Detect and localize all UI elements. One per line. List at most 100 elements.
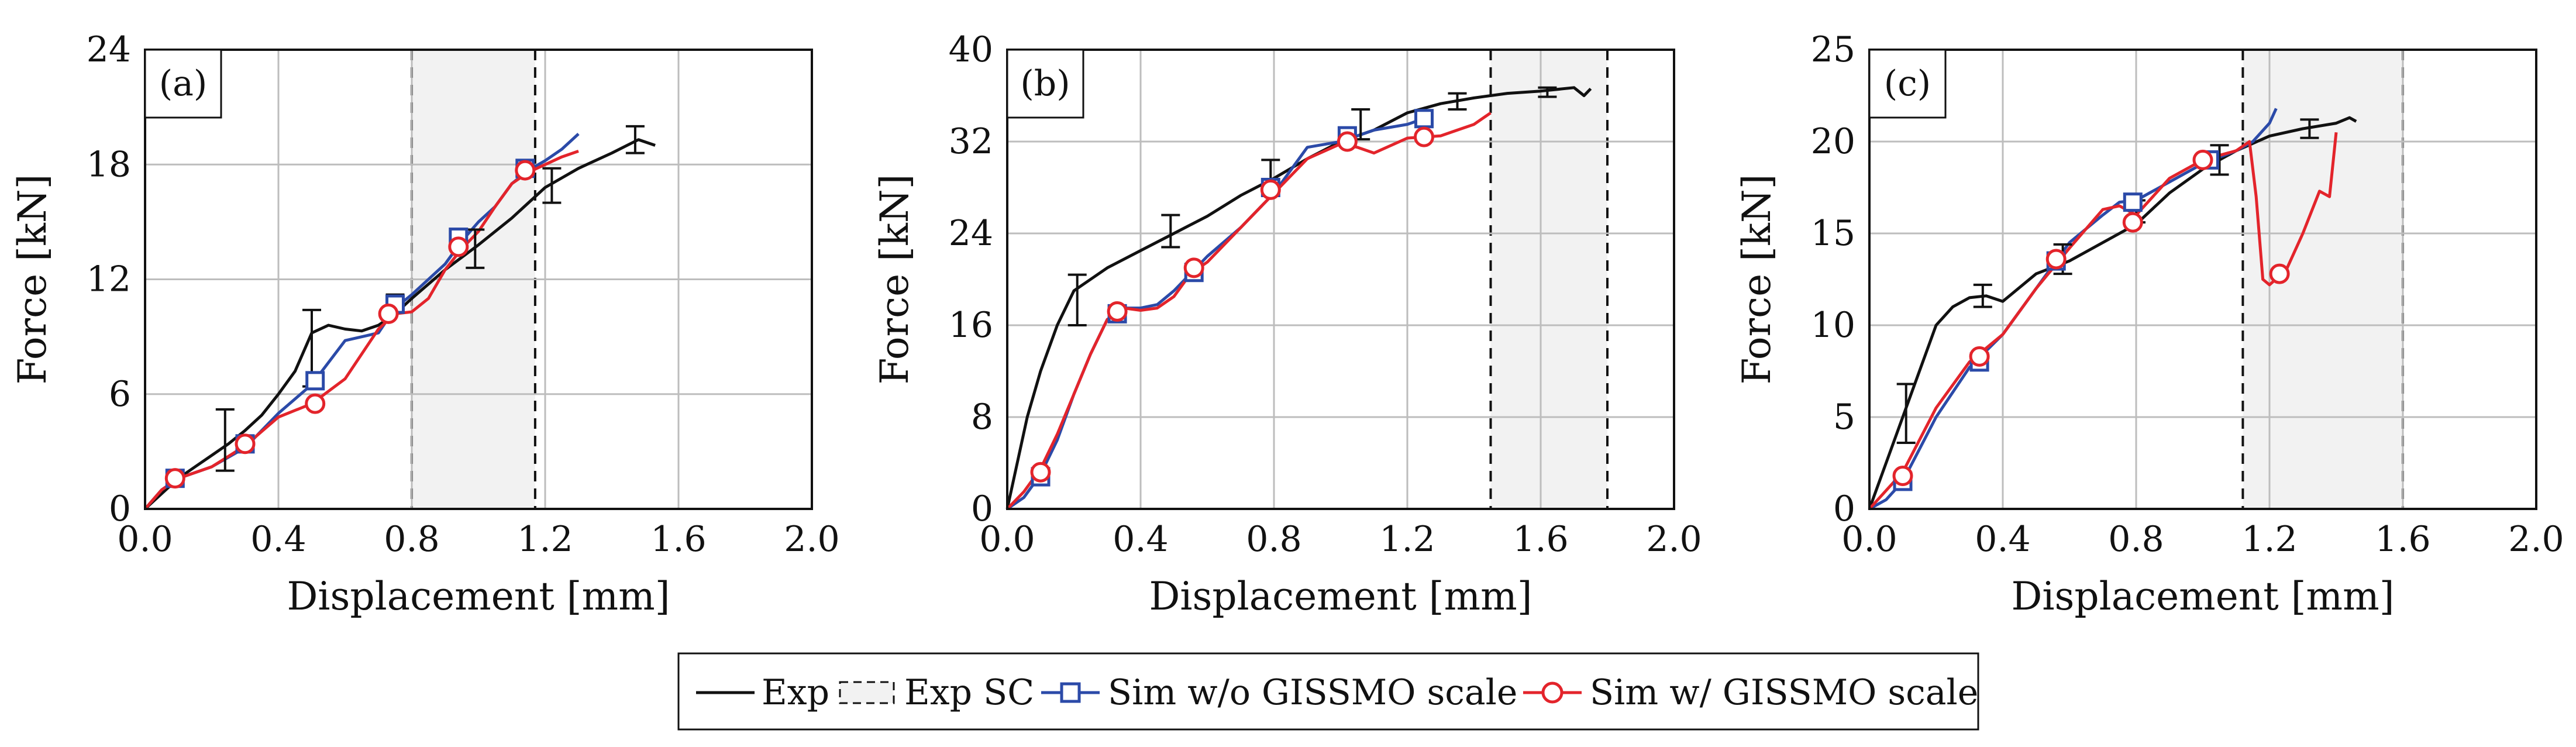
panel-b-x-tick-label: 0.8 xyxy=(1246,519,1301,560)
panel-c-error-bar xyxy=(1973,283,1992,308)
panel-b-sim-w-marker xyxy=(1107,301,1128,322)
panel-b-sc-region xyxy=(1490,50,1607,509)
panel-a-sim-w-marker xyxy=(305,393,326,414)
panel-c-y-tick-labels: 0 5 10 15 20 25 xyxy=(1811,29,1855,529)
panel-b-sim-w-marker xyxy=(1414,126,1434,147)
panel-a-series xyxy=(144,133,656,510)
panel-a-error-bar xyxy=(625,125,645,154)
panel-a-x-tick-label: 1.2 xyxy=(517,519,573,560)
panel-a-grid xyxy=(145,50,812,509)
panel-c-tag-box xyxy=(1868,49,1947,119)
panel-b-sim-w-marker xyxy=(1260,179,1281,200)
panel-c-x-tick-label: 0.0 xyxy=(1841,519,1897,560)
panel-c-sim-wo-marker xyxy=(2123,192,2143,212)
panel-b-y-tick-label: 24 xyxy=(949,213,993,254)
panel-a-error-bar xyxy=(466,228,485,269)
panel-a-error-bar xyxy=(542,167,562,204)
legend-exp-label: Exp xyxy=(762,672,829,713)
panel-b-sim-w-marker xyxy=(1183,257,1204,278)
panel-b-tag-box xyxy=(1006,49,1084,119)
panel-b-sim-wo-marker xyxy=(1414,109,1434,129)
panel-a-x-tick-label: 0.0 xyxy=(117,519,173,560)
panel-a-markers xyxy=(164,159,536,489)
panel-b-error-bar xyxy=(1161,214,1180,249)
panel-b-sc-band xyxy=(1489,50,1609,509)
panel-b-x-tick-label: 0.0 xyxy=(979,519,1035,560)
panel-b-x-tick-labels: 0.0 0.4 0.8 1.2 1.6 2.0 xyxy=(979,519,1702,560)
panel-c-error-bar xyxy=(2300,118,2319,139)
legend-sim-wo-label: Sim w/o GISSMO scale xyxy=(1108,672,1517,713)
panel-c-x-tick-label: 0.8 xyxy=(2108,519,2164,560)
panel-a-y-tick-label: 24 xyxy=(87,29,131,70)
panel-a-sim-w-marker xyxy=(515,160,536,181)
panel-b-exp-line xyxy=(1005,86,1592,510)
panel-c-x-tick-label: 1.2 xyxy=(2241,519,2297,560)
legend-exp-sc-label: Exp SC xyxy=(904,672,1034,713)
panel-a-sim-wo-marker xyxy=(305,371,325,391)
panel-c-y-tick-label: 15 xyxy=(1811,213,1855,254)
panel-c-sim-w-line xyxy=(1868,132,2338,510)
panel-b-error-bars xyxy=(1067,86,1557,326)
panel-c-error-bar xyxy=(2210,144,2229,176)
panel-b-sim-w-line xyxy=(1006,111,1492,510)
panel-c-sc-band xyxy=(2241,50,2404,509)
legend: Exp Exp SC Sim w/o GISSMO scale Sim w/ G… xyxy=(677,652,1979,731)
panel-c-sim-w-marker xyxy=(2122,212,2143,233)
panel-c-x-tick-label: 2.0 xyxy=(2508,519,2564,560)
panel-a-tag-box xyxy=(144,49,222,119)
panel-c-grid xyxy=(1869,50,2536,509)
panel-a-y-tick-label: 0 xyxy=(109,488,131,529)
panel-a-x-tick-label: 0.8 xyxy=(384,519,439,560)
panel-c-y-tick-label: 25 xyxy=(1811,29,1855,70)
panel-a-frame xyxy=(144,49,813,510)
panel-a-y-tick-label: 12 xyxy=(87,259,131,300)
legend-sim-w-marker xyxy=(1541,681,1563,704)
panel-c-tag: (c) xyxy=(1884,63,1931,104)
legend-exp-sc-swatch xyxy=(839,681,895,704)
panel-c: 0.0 0.4 0.8 1.2 1.6 2.0 0 5 10 15 20 25 (c) Displa… xyxy=(1734,29,2564,619)
panel-c-x-axis-label: Displacement [mm] xyxy=(2012,574,2395,619)
panel-b-x-tick-label: 0.4 xyxy=(1113,519,1168,560)
panel-a-exp-line xyxy=(144,138,656,510)
panel-c-x-tick-label: 0.4 xyxy=(1975,519,2030,560)
panel-b-y-tick-label: 40 xyxy=(949,29,993,70)
panel-c-y-axis-label: Force [kN] xyxy=(1734,174,1779,385)
panel-a-sim-w-marker xyxy=(448,236,469,257)
panel-b-error-bar xyxy=(1538,86,1557,98)
panel-a-sim-w-marker xyxy=(164,468,185,489)
panel-c-y-tick-label: 20 xyxy=(1811,121,1855,162)
panel-a: 0.0 0.4 0.8 1.2 1.6 2.0 0 6 12 18 24 (a) Displace… xyxy=(10,29,840,619)
legend-box xyxy=(677,652,1979,731)
panel-c-sim-w-marker xyxy=(1892,465,1913,486)
panel-a-x-axis-label: Displacement [mm] xyxy=(287,574,670,619)
panel-c-x-tick-label: 1.6 xyxy=(2375,519,2430,560)
panel-a-x-tick-label: 0.4 xyxy=(250,519,306,560)
panel-b-frame xyxy=(1006,49,1675,510)
panel-c-sim-w-marker xyxy=(2192,149,2213,170)
panel-a-sim-w-marker xyxy=(235,433,256,455)
panel-c-sim-w-marker xyxy=(2045,249,2067,270)
panel-b: 0.0 0.4 0.8 1.2 1.6 2.0 0 8 16 24 32 40 (b) Displa… xyxy=(872,29,1702,619)
panel-c-x-tick-labels: 0.0 0.4 0.8 1.2 1.6 2.0 xyxy=(1841,519,2564,560)
panel-b-y-tick-labels: 0 8 16 24 32 40 xyxy=(949,29,993,529)
panel-a-y-tick-labels: 0 6 12 18 24 xyxy=(87,29,131,529)
panel-c-markers xyxy=(1892,149,2290,491)
panel-b-y-axis-label: Force [kN] xyxy=(872,174,917,385)
panel-b-error-bar xyxy=(1448,92,1467,111)
panel-b-x-tick-label: 2.0 xyxy=(1646,519,1702,560)
panel-a-y-axis-label: Force [kN] xyxy=(10,174,55,385)
panel-a-y-tick-label: 6 xyxy=(109,374,131,415)
panel-a-tag: (a) xyxy=(159,63,208,104)
panel-b-x-tick-label: 1.2 xyxy=(1379,519,1435,560)
panel-a-error-bar xyxy=(215,408,235,472)
panel-a-x-tick-labels: 0.0 0.4 0.8 1.2 1.6 2.0 xyxy=(117,519,839,560)
panel-a-y-tick-label: 18 xyxy=(87,144,131,185)
legend-sim-wo-marker xyxy=(1060,682,1081,703)
panel-b-y-tick-label: 0 xyxy=(971,488,993,529)
panel-c-sim-w-marker xyxy=(2269,263,2290,284)
legend-sim-w-label: Sim w/ GISSMO scale xyxy=(1590,672,1978,713)
panel-b-x-axis-label: Displacement [mm] xyxy=(1149,574,1532,619)
panel-a-sim-w-marker xyxy=(378,303,399,324)
panel-c-sim-w-marker xyxy=(1969,346,1990,367)
